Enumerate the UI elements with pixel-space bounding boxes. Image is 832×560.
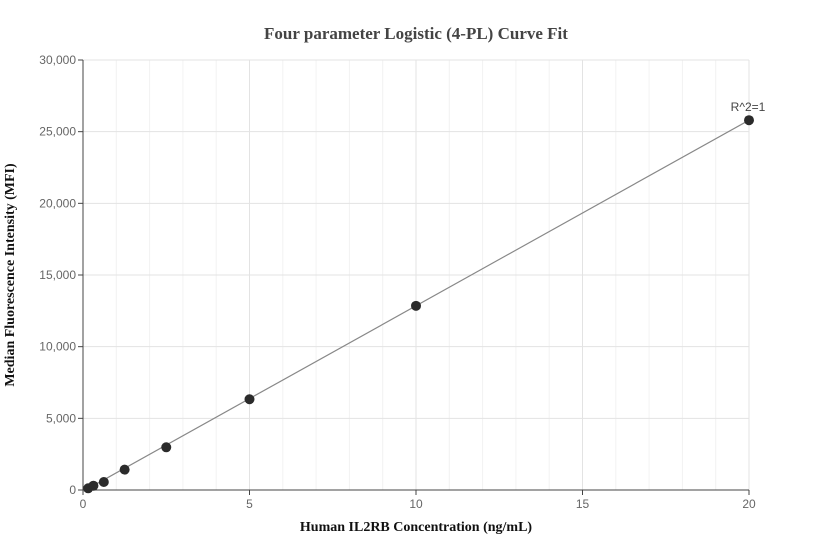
y-tick-label: 20,000 — [39, 196, 76, 210]
y-tick-label: 25,000 — [39, 125, 76, 139]
y-tick-label: 15,000 — [39, 268, 76, 282]
y-tick-label: 30,000 — [39, 53, 76, 67]
x-tick-label: 10 — [409, 497, 423, 511]
y-tick-label: 10,000 — [39, 340, 76, 354]
data-point — [161, 442, 172, 453]
y-axis-title: Median Fluorescence Intensity (MFI) — [3, 163, 18, 387]
y-tick-labels: 0 5,000 10,000 15,000 20,000 25,000 30,000 — [39, 53, 76, 497]
x-tick-label: 5 — [246, 497, 253, 511]
x-axis-title: Human IL2RB Concentration (ng/mL) — [300, 520, 533, 535]
data-point — [244, 394, 255, 405]
y-tick-label: 0 — [69, 483, 76, 497]
axes — [78, 59, 750, 495]
data-point — [88, 480, 99, 491]
data-point — [98, 476, 109, 487]
r-squared-annotation: R^2=1 — [731, 100, 766, 114]
data-point — [119, 464, 130, 475]
chart-title: Four parameter Logistic (4-PL) Curve Fit — [264, 24, 568, 43]
x-tick-labels: 0 5 10 15 20 — [80, 497, 756, 511]
grid — [83, 59, 750, 490]
data-points — [83, 115, 754, 494]
data-point — [744, 115, 754, 126]
data-point — [411, 300, 421, 311]
y-tick-label: 5,000 — [46, 411, 76, 425]
x-tick-label: 20 — [742, 497, 756, 511]
x-tick-label: 15 — [576, 497, 590, 511]
x-tick-label: 0 — [80, 497, 87, 511]
